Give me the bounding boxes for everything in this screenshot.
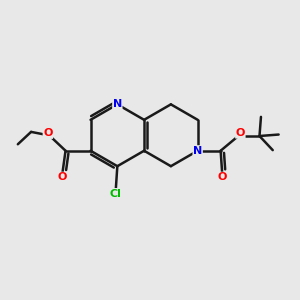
Text: Cl: Cl bbox=[110, 189, 122, 199]
Text: O: O bbox=[43, 128, 52, 138]
Text: N: N bbox=[193, 146, 202, 156]
Text: N: N bbox=[113, 99, 122, 110]
Text: O: O bbox=[218, 172, 227, 182]
Text: O: O bbox=[58, 172, 67, 182]
Text: O: O bbox=[236, 128, 245, 138]
